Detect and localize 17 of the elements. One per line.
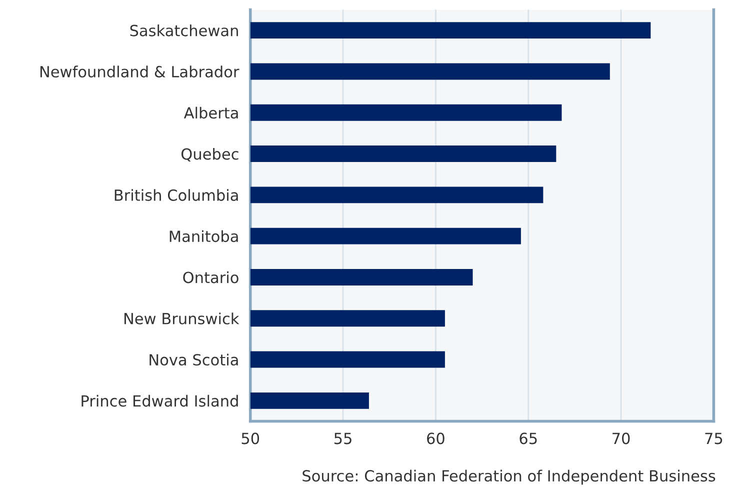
y-tick-label: Ontario bbox=[183, 271, 238, 284]
x-tick-label: 55 bbox=[334, 432, 352, 444]
source-note: Source: Canadian Federation of Independent Business bbox=[302, 470, 716, 485]
x-tick-label: 60 bbox=[427, 432, 444, 444]
y-tick-label: Prince Edward Island bbox=[82, 394, 238, 407]
x-tick-label: 50 bbox=[242, 432, 260, 444]
y-tick-label: Nova Scotia bbox=[150, 354, 238, 366]
y-tick-label: Manitoba bbox=[170, 230, 238, 242]
x-tick-label: 65 bbox=[520, 432, 537, 444]
y-tick-label: British Columbia bbox=[114, 189, 238, 201]
y-tick-label: Newfoundland & Labrador bbox=[40, 66, 240, 78]
x-tick-label: 75 bbox=[705, 432, 722, 444]
y-tick-label: New Brunswick bbox=[124, 312, 240, 324]
y-tick-label: Saskatchewan bbox=[130, 24, 238, 36]
y-tick-label: Quebec bbox=[181, 148, 238, 162]
y-tick-label: Alberta bbox=[184, 106, 238, 119]
x-tick-label: 70 bbox=[612, 432, 630, 444]
